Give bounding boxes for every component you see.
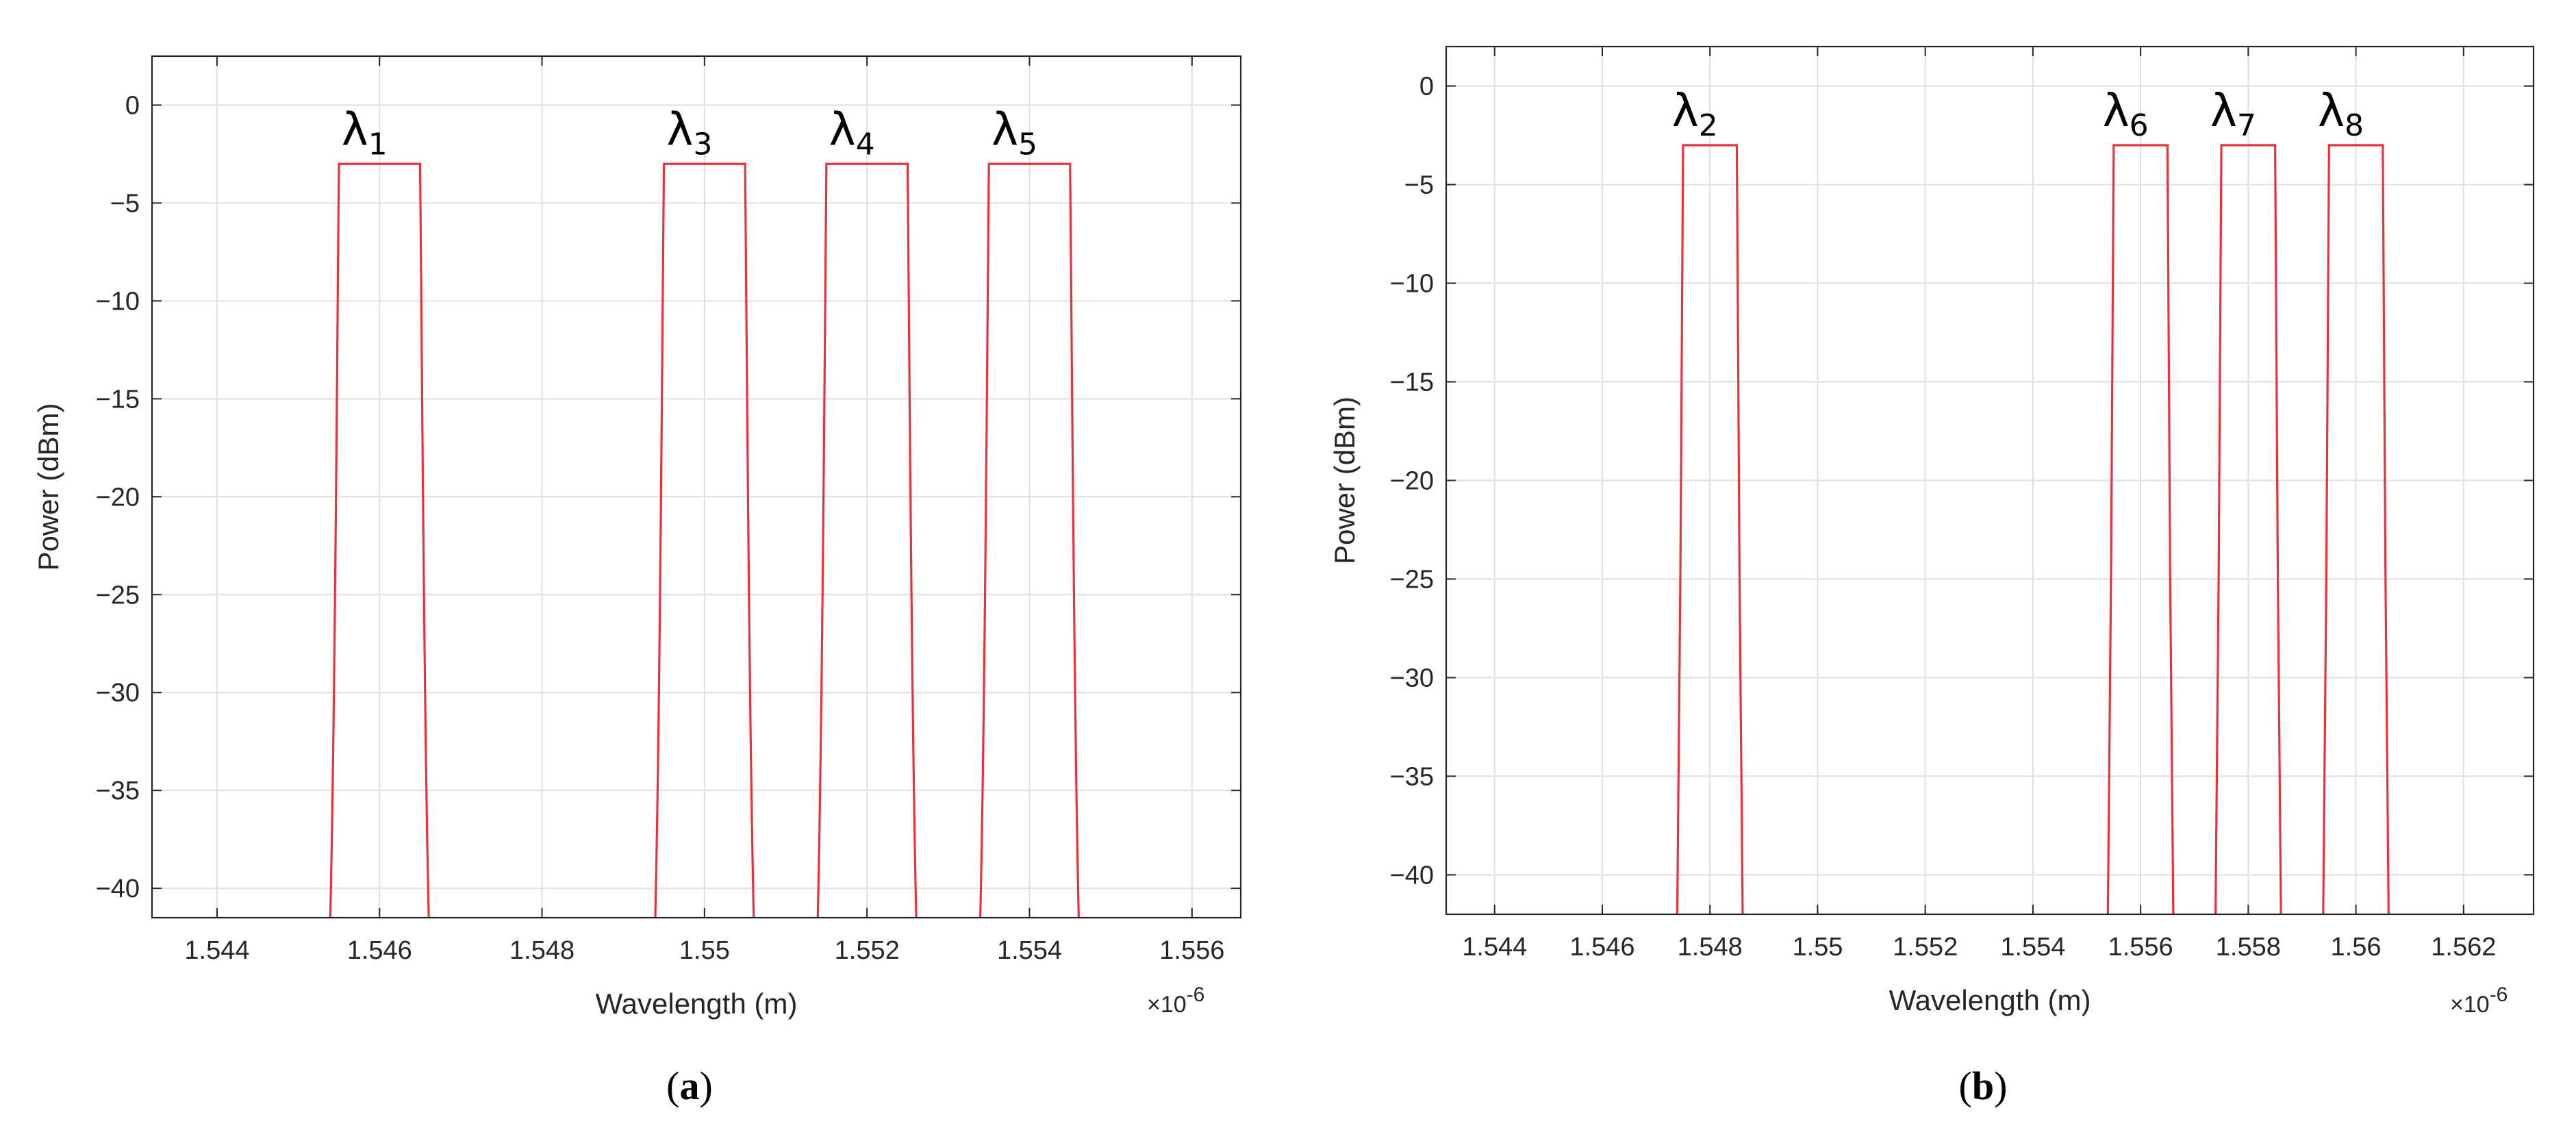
x-tick-label: 1.546 [347,936,412,965]
peak-label-λ8: λ8 [2318,84,2364,143]
x-tick-label: 1.554 [997,936,1062,965]
x-tick-label: 1.548 [509,936,574,965]
x-tick-label: 1.556 [2108,933,2173,962]
y-tick-label: −10 [96,287,140,316]
y-tick-label: −20 [96,483,140,512]
x-tick-label: 1.548 [1678,933,1743,962]
chart-panel-a: λ1 λ3 λ4 λ5 1.544 1.546 1.548 1.55 1.552 1.554 1.5… [32,55,1242,1108]
peak-label-λ1: λ1 [342,103,388,162]
peak-label-λ6: λ6 [2103,84,2149,143]
y-tick-label: −35 [96,777,140,805]
y-axis-title: Power (dBm) [32,403,64,570]
trace-λ7 [2214,144,2282,914]
x-axis-title: Wavelength (m) [596,988,798,1020]
x-tick-label: 1.562 [2431,933,2496,962]
trace-λ1 [329,162,430,918]
trace-λ6 [2106,144,2175,914]
axes-box [151,55,1242,919]
y-tick-label: −40 [96,875,140,903]
x-axis-title: Wavelength (m) [1889,984,2091,1016]
y-tick-label: −25 [1390,565,1434,594]
trace-λ3 [654,162,755,918]
x-axis-exponent: ×10-6 [2450,983,2508,1018]
panel-label: (b) [1959,1064,2008,1108]
traces [1676,144,2390,914]
y-tick-label: 0 [125,91,140,120]
chart-panel-b: λ2 λ6 λ7 λ8 1.544 1.546 1.548 1.55 1.552 1.554 1.5… [1328,45,2535,1108]
y-tick-label: −30 [96,679,140,707]
peak-label-λ4: λ4 [829,103,875,162]
y-tick-label: −15 [96,385,140,414]
y-tick-label: −10 [1390,270,1434,299]
traces [329,162,1081,918]
y-tick-label: −15 [1390,368,1434,397]
peak-label-λ7: λ7 [2210,84,2256,143]
y-tick-label: −5 [1404,171,1434,200]
x-axis-exponent: ×10-6 [1147,983,1204,1018]
y-tick-label: 0 [1419,73,1434,101]
peak-label-λ2: λ2 [1672,84,1718,143]
y-tick-label: −40 [1390,861,1434,890]
y-axis-title: Power (dBm) [1328,397,1361,564]
x-tick-label: 1.55 [1792,933,1843,962]
peak-label-λ3: λ3 [666,103,712,162]
x-tick-label: 1.546 [1569,933,1634,962]
x-tick-label: 1.56 [2331,933,2382,962]
x-tick-label: 1.556 [1159,936,1224,965]
x-tick-label: 1.544 [184,936,249,965]
y-tick-label: −5 [110,189,140,218]
y-tick-label: −20 [1390,467,1434,496]
peak-label-λ5: λ5 [992,103,1037,162]
y-tick-label: −25 [96,581,140,610]
y-tick-label: −35 [1390,762,1434,791]
trace-λ4 [816,162,918,918]
trace-λ8 [2322,144,2390,914]
x-tick-label: 1.552 [835,936,900,965]
x-tick-label: 1.544 [1462,933,1527,962]
panel-label: (a) [666,1064,713,1108]
x-tick-label: 1.55 [679,936,730,965]
x-tick-label: 1.558 [2216,933,2281,962]
y-tick-label: −30 [1390,664,1434,692]
trace-λ5 [978,162,1081,918]
x-tick-label: 1.552 [1893,933,1958,962]
x-tick-label: 1.554 [2000,933,2065,962]
trace-λ2 [1676,144,1744,914]
